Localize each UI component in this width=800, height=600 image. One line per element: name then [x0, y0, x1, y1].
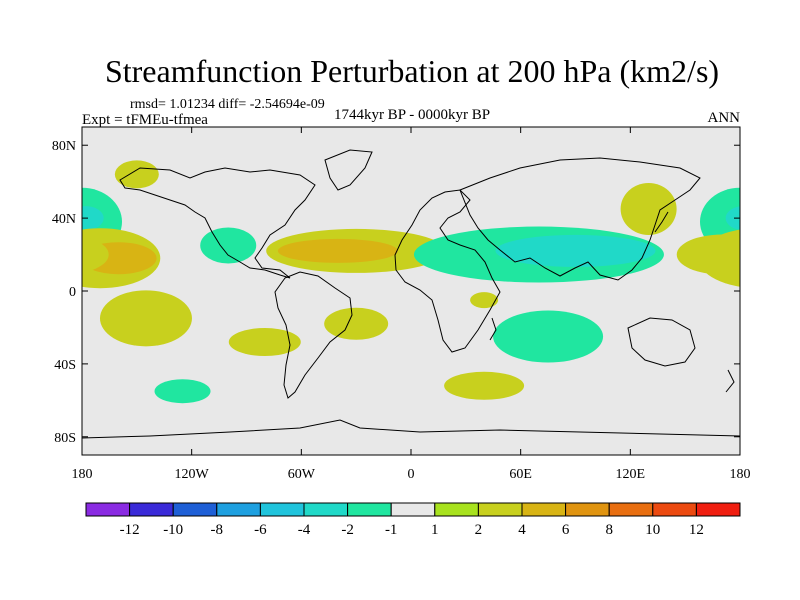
colorbar-swatch-4 [259, 502, 305, 517]
colorbar-label-2: -8 [211, 522, 224, 538]
colorbar-label-13: 12 [689, 522, 704, 538]
field-anomaly-9 [228, 328, 301, 357]
coast-madagascar [489, 317, 497, 341]
y-tick-label-4: 80S [54, 431, 76, 446]
colorbar-label-10: 6 [562, 522, 570, 538]
colorbar-label-7: 1 [431, 522, 439, 538]
colorbar-swatch-11 [565, 502, 610, 517]
x-tick-label-3: 0 [408, 467, 415, 482]
field-anomaly-14 [620, 183, 677, 235]
colorbar-swatch-8 [434, 502, 479, 517]
colorbar-label-11: 8 [605, 522, 613, 538]
colorbar-swatch-13 [652, 502, 697, 517]
colorbar-swatch-9 [477, 502, 523, 517]
field-anomaly-8 [324, 307, 389, 340]
field-anomaly-15 [82, 236, 109, 273]
colorbar-swatch-2 [172, 502, 218, 517]
coast-antarctica [82, 419, 740, 439]
colorbar-swatch-12 [608, 502, 654, 517]
colorbar-label-4: -4 [298, 522, 311, 538]
chart-title: Streamfunction Perturbation at 200 hPa (… [105, 53, 719, 89]
field-anomaly-15 [676, 234, 740, 275]
coast-north-america [119, 167, 316, 279]
colorbar-label-9: 4 [518, 522, 526, 538]
coastlines [82, 149, 740, 439]
x-axis: 180 120W 60W 0 60E 120E 180 [72, 127, 751, 482]
colorbar-label-5: -2 [341, 522, 354, 538]
colorbar-swatch-6 [347, 502, 392, 517]
colorbar-label-8: 2 [475, 522, 483, 538]
coast-australia [627, 317, 696, 367]
field-anomaly-18 [444, 371, 525, 400]
field-anomaly-7 [277, 238, 398, 263]
coast-south-america [274, 271, 353, 399]
colorbar-label-3: -6 [254, 522, 267, 538]
field-anomaly-13 [495, 234, 656, 267]
season-label: ANN [708, 110, 741, 126]
field-anomaly-5 [200, 227, 257, 264]
colorbar-swatch-1 [129, 502, 174, 517]
colorbar-swatch-7 [390, 502, 436, 517]
field-anomaly-1 [82, 206, 104, 231]
experiment-label: Expt = tFMEu-tfmea [82, 112, 208, 128]
field-anomaly-1 [725, 206, 740, 230]
colorbar-swatch-0 [85, 502, 131, 517]
map-background [82, 127, 740, 455]
x-tick-label-2: 60W [288, 467, 316, 482]
colorbar-label-0: -12 [120, 522, 140, 538]
colorbar-swatch-10 [521, 502, 567, 517]
x-tick-label-5: 120E [616, 467, 646, 482]
stats-label: rmsd= 1.01234 diff= -2.54694e-09 [130, 97, 325, 112]
colorbar-label-6: -1 [385, 522, 398, 538]
y-tick-label-2: 0 [69, 285, 76, 300]
y-tick-label-3: 40S [54, 358, 76, 373]
field-anomaly-11 [154, 379, 211, 404]
x-tick-label-1: 120W [175, 467, 210, 482]
y-tick-label-1: 40N [52, 212, 76, 227]
field-anomaly-17 [470, 292, 499, 309]
colorbar-swatch-5 [303, 502, 349, 517]
period-label: 1744kyr BP - 0000kyr BP [334, 107, 490, 123]
coast-europe-africa [394, 189, 501, 353]
x-tick-label-4: 60E [509, 467, 532, 482]
coast-japan [654, 211, 669, 233]
field-anomaly-16 [493, 310, 604, 363]
y-axis: 80N 40N 0 40S 80S [52, 139, 740, 446]
colorbar: -12 -10 -8 -6 -4 -2 -1 1 2 4 6 8 10 12 [85, 502, 741, 538]
y-tick-label-0: 80N [52, 139, 76, 154]
colorbar-swatch-14 [695, 502, 741, 517]
field-anomaly-10 [99, 290, 192, 347]
coast-asia [459, 157, 701, 281]
colorbar-label-1: -10 [163, 522, 183, 538]
x-tick-label-0: 180 [72, 467, 93, 482]
coast-greenland [324, 149, 373, 191]
x-tick-label-6: 180 [730, 467, 751, 482]
colorbar-label-12: 10 [645, 522, 660, 538]
coast-new-zealand [725, 369, 735, 393]
colorbar-swatch-3 [216, 502, 261, 517]
field-anomaly-2 [114, 160, 159, 189]
